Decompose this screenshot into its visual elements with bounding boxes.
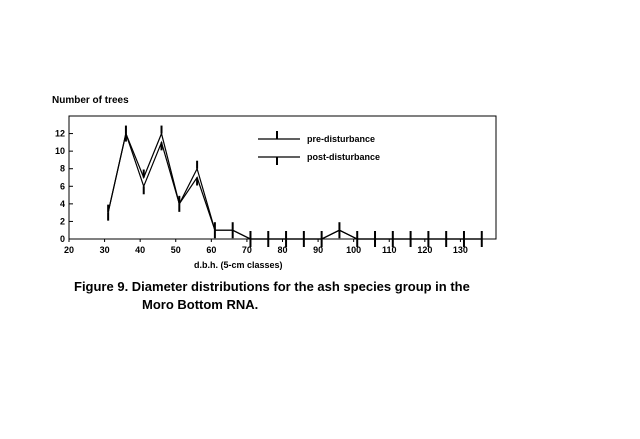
x-tick-label: 20	[64, 245, 74, 255]
figure-caption-line2: Moro Bottom RNA.	[142, 297, 259, 312]
x-tick-label: 90	[313, 245, 323, 255]
y-axis: 0 2 4 6 8 10 12	[55, 129, 73, 244]
series-line-post-disturbance	[107, 131, 482, 240]
x-tick-label: 110	[382, 245, 397, 255]
x-tick-label: 130	[453, 245, 468, 255]
series-line-pre-disturbance	[107, 131, 482, 240]
y-tick-label: 4	[60, 199, 65, 209]
x-tick-label: 100	[346, 245, 361, 255]
y-tick-label: 10	[55, 146, 65, 156]
figure-caption-line1: Figure 9. Diameter distributions for the…	[74, 279, 470, 294]
y-axis-label: Number of trees	[52, 95, 129, 106]
x-axis-label: d.b.h. (5-cm classes)	[194, 260, 283, 270]
x-tick-label: 50	[171, 245, 181, 255]
series-layer	[107, 125, 483, 247]
x-tick-label: 120	[417, 245, 432, 255]
x-tick-label: 60	[206, 245, 216, 255]
legend-pre-label: pre-disturbance	[307, 134, 375, 144]
y-tick-label: 0	[60, 234, 65, 244]
y-tick-label: 2	[60, 216, 65, 226]
x-tick-label: 80	[277, 245, 287, 255]
y-tick-label: 12	[55, 129, 65, 139]
legend: pre-disturbance post-disturbance	[258, 131, 380, 165]
y-tick-label: 6	[60, 181, 65, 191]
x-tick-label: 40	[135, 245, 145, 255]
x-tick-label: 70	[242, 245, 252, 255]
x-axis: 20 30 40 50 60 70 80 90 100 110 120 130	[64, 239, 468, 255]
y-tick-label: 8	[60, 164, 65, 174]
plot-frame	[68, 115, 497, 240]
x-tick-label: 30	[100, 245, 110, 255]
legend-post-label: post-disturbance	[307, 152, 380, 162]
